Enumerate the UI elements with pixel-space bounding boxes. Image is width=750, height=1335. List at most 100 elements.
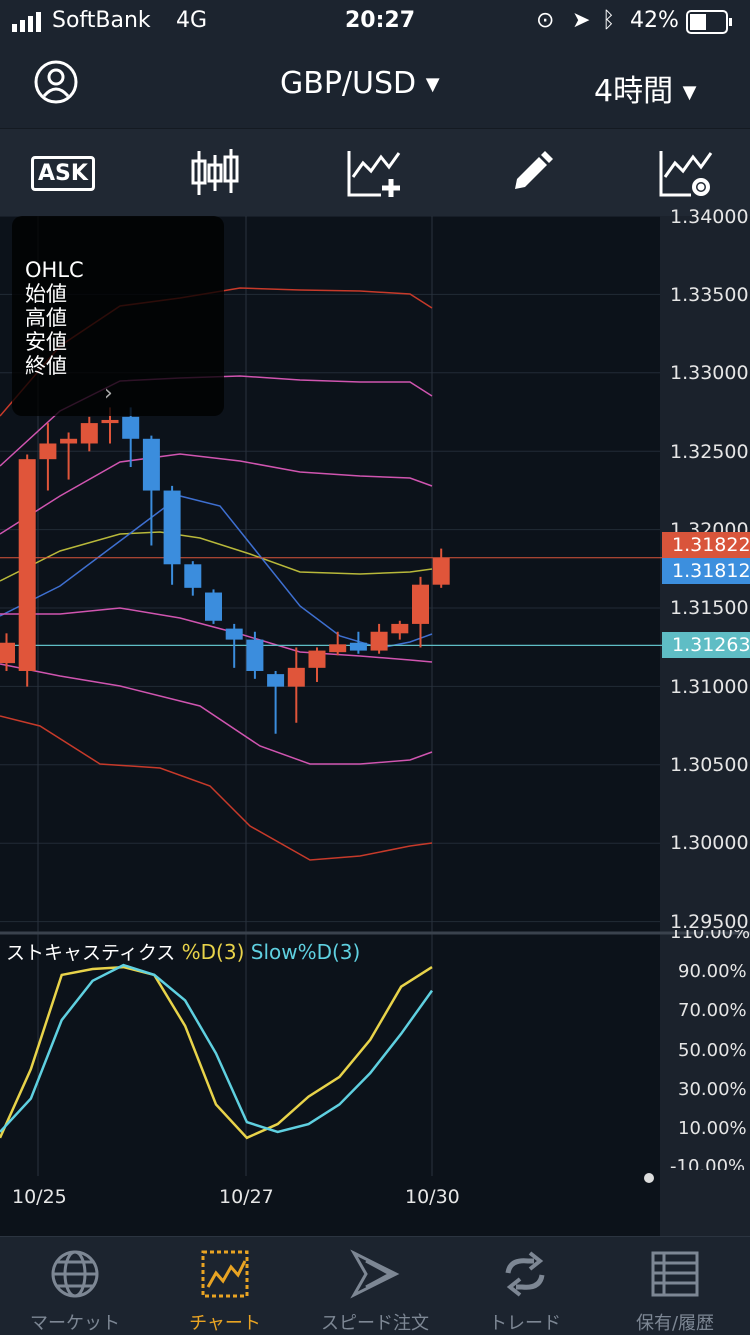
price-axis-panel [660,216,750,1236]
tab-holdings-history-label: 保有/履歴 [635,1313,715,1334]
stoch-label: -10.00% [670,1156,746,1170]
stoch-label: 10.00% [678,1118,747,1139]
timeframe-selector[interactable]: 4時間 ▼ [594,66,696,110]
candle-body [80,423,98,444]
stoch-label: 50.00% [678,1040,747,1061]
candle-body [101,419,119,424]
battery-icon [686,10,732,34]
stoch-slow-line [0,963,434,1134]
stochastic-legend: ストキャスティクス %D(3) Slow%D(3) [6,938,360,965]
chart-settings-icon [659,151,713,197]
carrier-label: SoftBank [52,8,151,33]
date-label: 10/30 [405,1186,460,1208]
candle-body [18,459,36,671]
ohlc-close: 終値 [25,354,67,378]
candle-body [184,564,202,588]
add-indicator-button[interactable] [340,143,410,203]
account-icon[interactable] [34,60,78,104]
tab-holdings-history[interactable]: 保有/履歴 [600,1237,750,1335]
add-chart-icon [347,151,401,197]
ohlc-open: 始値 [25,282,67,306]
tab-speed-order-label: スピード注文 [321,1313,429,1334]
lock-rotation-icon: ⊙ [536,8,555,33]
candle-body [142,438,160,491]
price-label: 1.31000 [670,676,749,698]
price-label: 1.29500 [670,911,749,933]
ohlc-low: 安値 [25,330,67,354]
date-label: 10/25 [12,1186,67,1208]
speed-arrow-icon [350,1249,400,1299]
band-line [0,531,433,582]
tab-trade[interactable]: トレード [450,1237,600,1335]
timeframe-label: 4時間 [594,74,674,109]
chevron-down-icon: ▼ [425,74,440,95]
stochastic-slow-label: Slow%D(3) [250,940,361,964]
candle-body [329,644,347,653]
candle-type-button[interactable] [180,143,250,203]
stochastic-d-label: %D(3) [181,940,245,964]
candle-body [122,416,140,439]
ohlc-high: 高値 [25,306,67,330]
candle-body [349,642,367,651]
tab-chart[interactable]: チャート [150,1237,300,1335]
chart-toolbar: ASK [0,128,750,218]
chevron-right-icon[interactable]: › [104,381,113,406]
chart-icon [201,1250,249,1298]
band-line [0,715,433,861]
candlestick-icon [191,149,239,195]
ohlc-panel: OHLC 始値 高値 安値 終値 › [12,216,224,416]
exchange-icon [505,1251,545,1297]
tab-market-label: マーケット [30,1313,120,1334]
ask-label: ASK [31,155,95,191]
bid-price-tag: 1.31812 [662,558,750,584]
price-label: 1.32500 [670,441,749,463]
candle-body [412,584,429,624]
stoch-label: 90.00% [678,961,747,982]
candle-body [163,490,181,565]
tab-market[interactable]: マーケット [0,1237,150,1335]
tab-speed-order[interactable]: スピード注文 [300,1237,450,1335]
price-label: 1.31500 [670,597,749,619]
network-label: 4G [176,8,208,33]
candle-body [267,674,285,687]
candle-body [308,650,326,668]
tab-chart-label: チャート [189,1313,261,1334]
stoch-label: 70.00% [678,1000,747,1021]
ohlc-title: OHLC [25,258,84,282]
candle-body [432,558,450,585]
band-line [0,453,433,535]
list-icon [651,1251,699,1297]
date-label: 10/27 [219,1186,274,1208]
pair-selector[interactable]: GBP/USD ▼ [280,66,440,101]
band-line [0,663,433,765]
band-line [0,495,433,649]
app-header: GBP/USD ▼ 4時間 ▼ [0,44,750,128]
candle-body [246,639,264,671]
battery-label: 42% [630,8,679,33]
stoch-d-line [0,965,433,1140]
pencil-icon [515,151,553,189]
price-label: 1.30000 [670,832,749,854]
candle-body [391,623,409,634]
stoch-label: 110.00% [670,930,750,942]
ask-toggle-button[interactable]: ASK [28,143,98,203]
candle-body [39,443,57,460]
time-label: 20:27 [345,8,416,33]
candle-body [60,438,78,444]
globe-icon [51,1250,99,1298]
draw-tool-button[interactable] [496,143,566,203]
indicator-settings-button[interactable] [650,143,720,203]
price-label: 1.30500 [670,754,749,776]
tab-trade-label: トレード [489,1313,561,1334]
ask-price-tag: 1.31822 [662,532,750,558]
tab-bar: マーケット チャート スピード注文 トレード 保有/履歴 [0,1236,750,1335]
bluetooth-icon: ᛒ [602,8,616,33]
price-label: 1.33500 [670,284,749,306]
candle-body [287,667,305,687]
line-price-tag: 1.31263 [662,632,750,658]
candle-body [370,631,388,651]
chevron-down-icon: ▼ [682,82,697,103]
location-icon: ➤ [572,8,591,33]
stoch-label: 30.00% [678,1079,747,1100]
scroll-indicator [644,1173,654,1183]
